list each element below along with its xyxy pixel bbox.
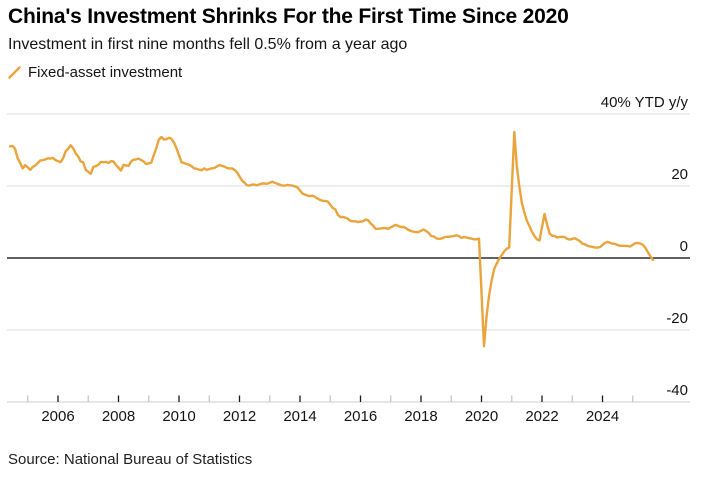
x-axis-label-2018: 2018 — [404, 408, 437, 425]
y-axis-label-40: 40% YTD y/y — [600, 94, 688, 111]
x-axis-label-2024: 2024 — [586, 408, 619, 425]
slash-icon-line — [8, 66, 21, 79]
y-axis-label--20: -20 — [666, 310, 688, 327]
chart-subtitle: Investment in first nine months fell 0.5… — [8, 36, 408, 53]
x-axis-label-2012: 2012 — [223, 408, 256, 425]
source-note: Source: National Bureau of Statistics — [8, 451, 253, 468]
x-axis-label-2010: 2010 — [162, 408, 195, 425]
y-axis-label-20: 20 — [671, 166, 688, 183]
slash-icon — [8, 66, 21, 79]
x-axis-label-2020: 2020 — [465, 408, 498, 425]
y-axis-label--40: -40 — [666, 382, 688, 399]
x-axis-label-2016: 2016 — [344, 408, 377, 425]
y-axis-label-0: 0 — [679, 238, 688, 255]
x-axis-label-2022: 2022 — [525, 408, 558, 425]
chart-title: China's Investment Shrinks For the First… — [8, 5, 569, 28]
x-axis-label-2008: 2008 — [102, 408, 135, 425]
series-line-fixed-asset-investment — [8, 130, 655, 348]
x-axis-label-2006: 2006 — [41, 408, 74, 425]
x-axis-label-2014: 2014 — [283, 408, 316, 425]
legend: Fixed-asset investment — [8, 64, 182, 81]
legend-label: Fixed-asset investment — [28, 64, 183, 81]
